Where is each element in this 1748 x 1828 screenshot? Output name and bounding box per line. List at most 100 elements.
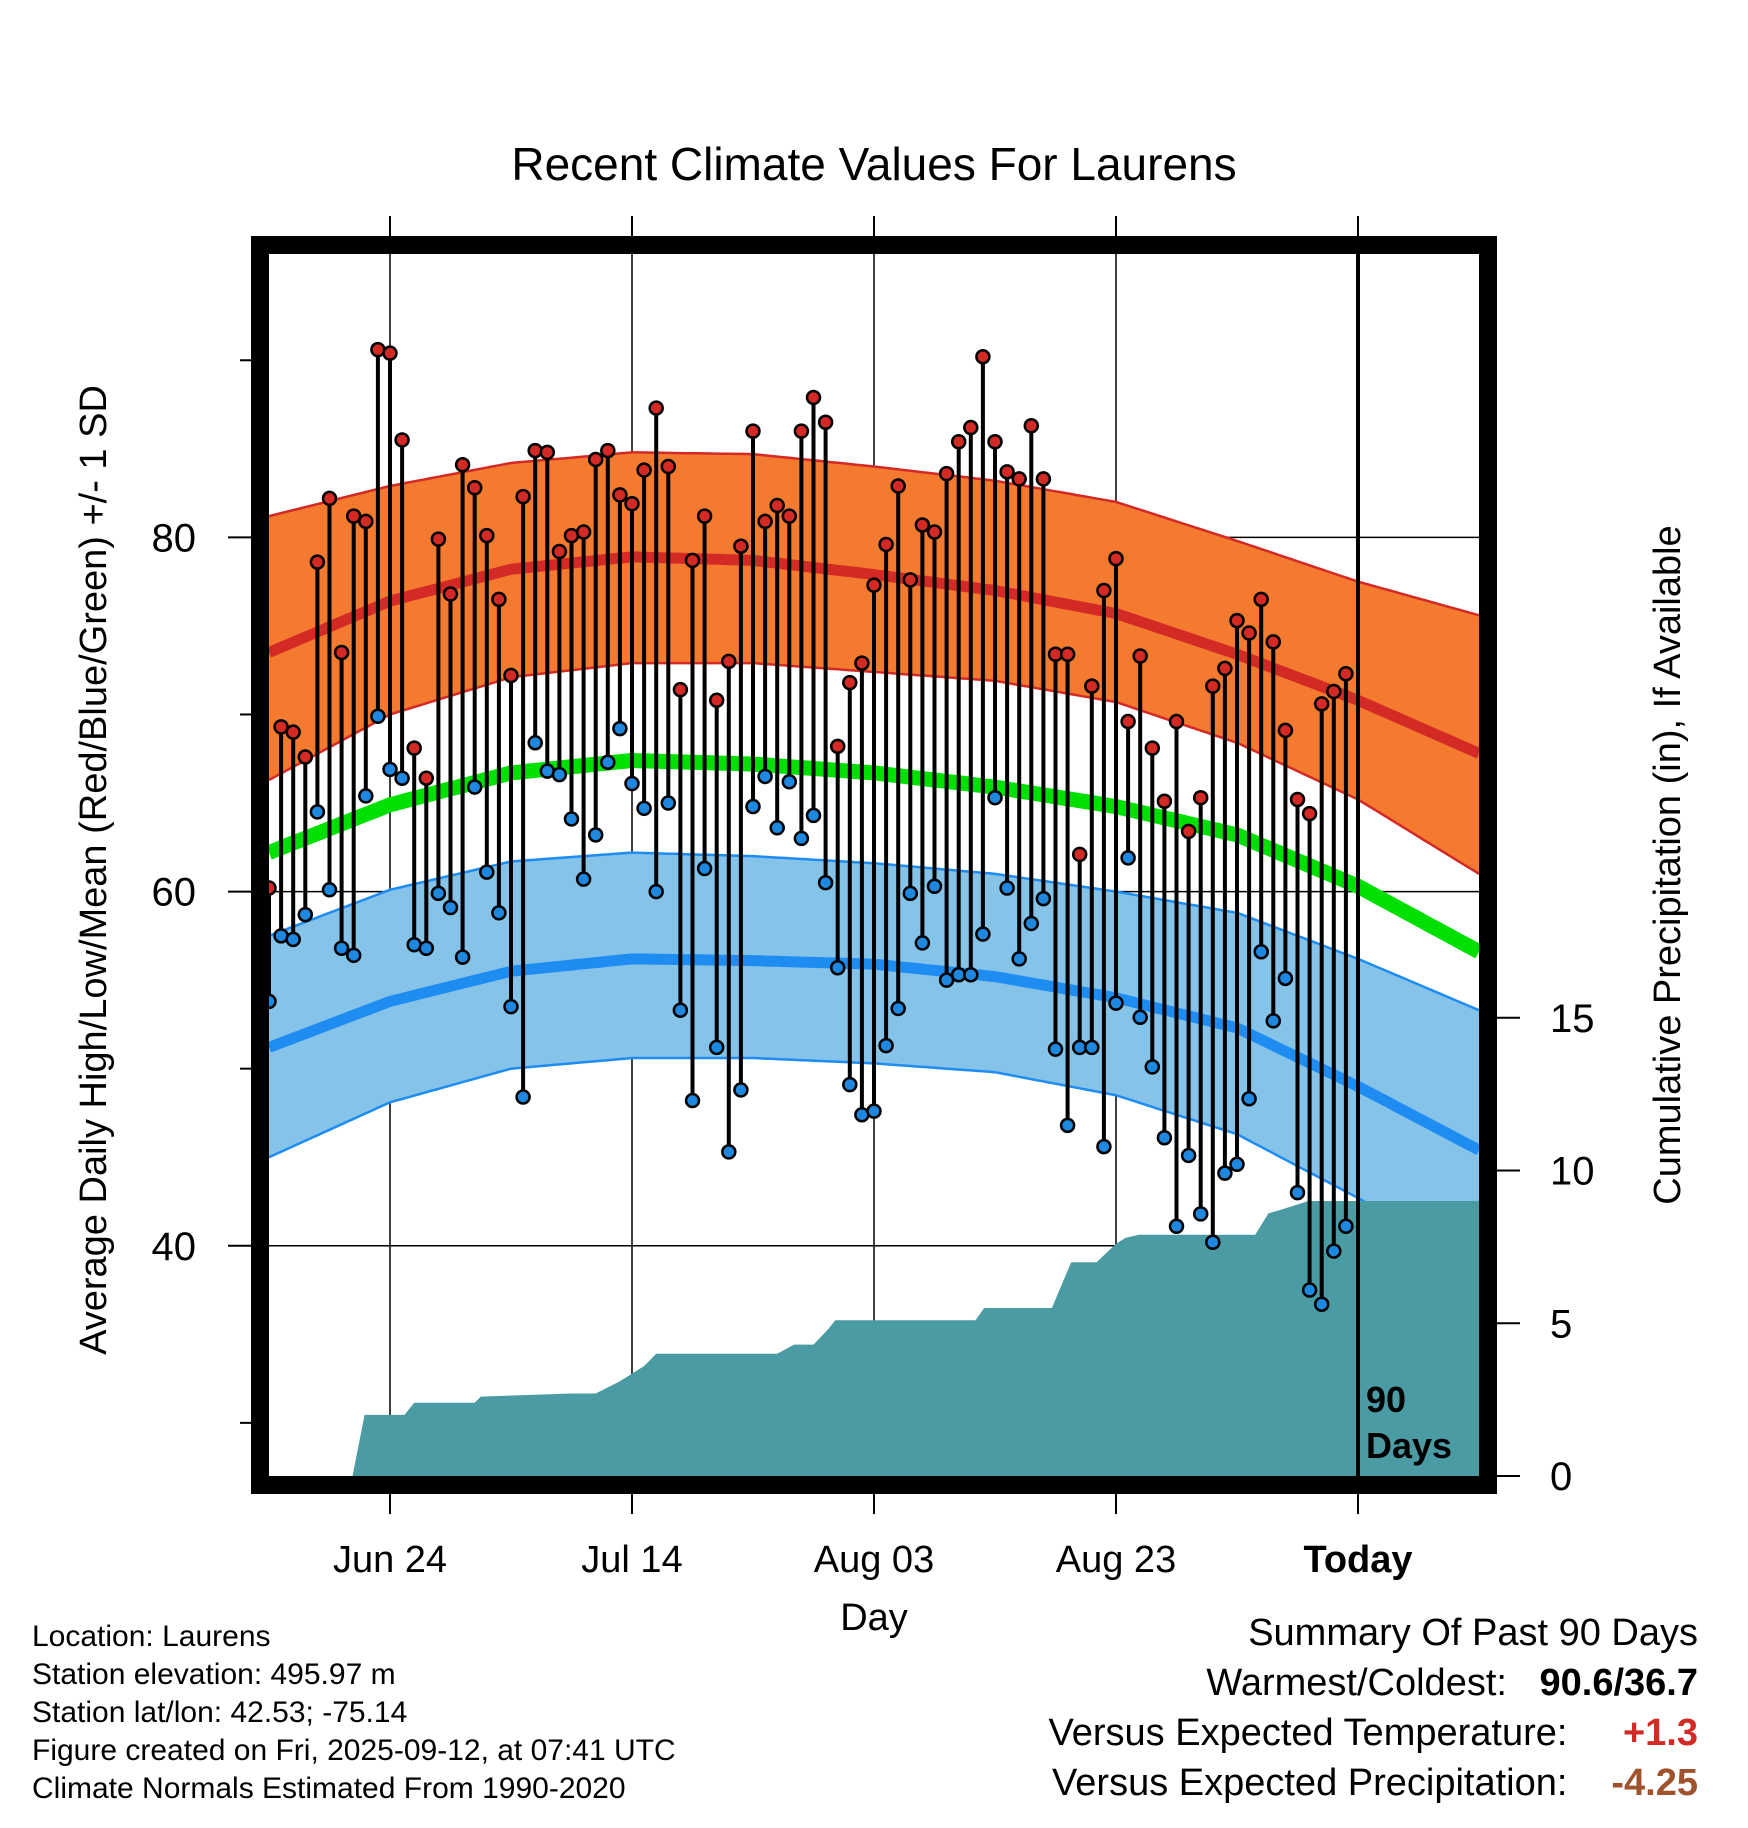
daily-high-point	[1108, 550, 1124, 567]
daily-low-point	[1023, 915, 1040, 932]
daily-high-point	[963, 419, 979, 436]
daily-high-point	[696, 508, 713, 524]
daily-low-point	[1265, 1013, 1282, 1029]
daily-high-point	[890, 478, 906, 494]
daily-high-point	[854, 655, 870, 671]
daily-low-point	[636, 800, 652, 817]
daily-low-point	[466, 779, 483, 795]
daily-low-point	[612, 720, 628, 737]
daily-high-point	[394, 432, 410, 448]
daily-high-point	[793, 423, 810, 439]
daily-high-point	[1205, 678, 1221, 694]
daily-low-point	[1205, 1234, 1221, 1250]
daily-high-point	[1241, 625, 1257, 641]
daily-low-point	[563, 811, 580, 827]
daily-low-point	[829, 959, 846, 976]
daily-low-point	[1047, 1041, 1064, 1057]
latlon-text: Station lat/lon: 42.53; -75.14	[32, 1696, 408, 1729]
daily-low-point	[1011, 951, 1027, 967]
daily-high-point	[1326, 683, 1342, 700]
daily-high-point	[1192, 789, 1209, 806]
daily-low-point	[926, 878, 943, 895]
x-tick-label: Jun 24	[333, 1539, 447, 1581]
daily-high-point	[430, 531, 447, 547]
daily-low-point	[382, 761, 398, 778]
summary-heading: Summary Of Past 90 Days	[1248, 1612, 1698, 1654]
daily-low-point	[1108, 995, 1124, 1011]
daily-low-point	[999, 880, 1015, 896]
daily-high-point	[442, 586, 459, 602]
daily-high-point	[466, 480, 483, 496]
x-tick-label: Aug 03	[814, 1539, 934, 1581]
daily-high-point	[1035, 471, 1052, 487]
daily-high-point	[527, 442, 543, 459]
daily-low-point	[442, 899, 459, 916]
daily-high-point	[805, 389, 822, 406]
daily-low-point	[1084, 1039, 1100, 1056]
daily-low-point	[430, 885, 447, 902]
daily-low-point	[1253, 944, 1269, 960]
daily-high-point	[309, 554, 326, 570]
today-marker-label-count: 90	[1366, 1379, 1406, 1420]
daily-low-point	[491, 905, 507, 921]
daily-high-point	[333, 644, 350, 661]
daily-low-point	[1132, 1009, 1148, 1026]
x-axis-label: Day	[840, 1597, 908, 1639]
daily-low-point	[1338, 1218, 1354, 1235]
daily-low-point	[1059, 1117, 1076, 1134]
daily-low-point	[1289, 1184, 1306, 1201]
daily-low-point	[817, 874, 834, 891]
daily-high-point	[1120, 713, 1136, 730]
daily-high-point	[321, 490, 338, 507]
daily-low-point	[1156, 1129, 1173, 1146]
daily-high-point	[479, 527, 495, 544]
daily-low-point	[600, 754, 616, 771]
daily-high-point	[684, 552, 701, 569]
daily-low-point	[394, 770, 410, 786]
daily-low-point	[1096, 1138, 1112, 1155]
daily-low-point	[454, 949, 471, 965]
daily-high-point	[1011, 471, 1027, 487]
daily-high-point	[938, 465, 955, 482]
daily-high-point	[950, 433, 967, 450]
daily-low-point	[648, 883, 664, 900]
daily-high-point	[817, 414, 834, 430]
x-tick-label: Today	[1303, 1539, 1412, 1581]
daily-high-point	[551, 543, 568, 560]
daily-high-point	[600, 442, 616, 459]
temp-label: Versus Expected Temperature:	[1048, 1712, 1568, 1754]
daily-high-point	[1023, 418, 1040, 434]
daily-high-point	[1096, 582, 1112, 599]
precip-area	[269, 1201, 1479, 1476]
daily-low-point	[878, 1037, 894, 1054]
daily-high-point	[612, 487, 628, 503]
daily-low-point	[370, 708, 386, 724]
daily-low-point	[321, 882, 338, 898]
chart-title: Recent Climate Values For Laurens	[511, 138, 1236, 190]
daily-high-point	[1301, 805, 1318, 822]
daily-high-point	[515, 488, 531, 505]
x-tick-label: Jul 14	[581, 1539, 682, 1581]
daily-low-point	[1217, 1165, 1233, 1181]
y-tick-label-right: 5	[1550, 1302, 1572, 1346]
daily-high-point	[382, 345, 398, 361]
daily-high-point	[418, 770, 435, 786]
daily-low-point	[587, 827, 604, 843]
daily-low-point	[624, 775, 640, 792]
daily-high-point	[866, 577, 882, 593]
created-text: Figure created on Fri, 2025-09-12, at 07…	[32, 1734, 676, 1767]
daily-low-point	[842, 1076, 858, 1093]
daily-low-point	[309, 804, 326, 820]
daily-high-point	[926, 524, 943, 540]
daily-low-point	[963, 967, 979, 983]
y-axis-label-left: Average Daily High/Low/Mean (Red/Blue/Gr…	[73, 385, 115, 1355]
daily-high-point	[745, 423, 761, 439]
summary-temp: Versus Expected Temperature: +1.3	[1049, 1708, 1698, 1758]
daily-low-point	[285, 931, 301, 948]
high-upper-edge	[268, 451, 1480, 617]
daily-high-point	[1217, 660, 1233, 677]
summary-warm-cold: Warmest/Coldest: 90.6/36.7	[1049, 1658, 1698, 1708]
daily-low-point	[781, 774, 798, 790]
today-marker-label-unit: Days	[1366, 1425, 1452, 1466]
